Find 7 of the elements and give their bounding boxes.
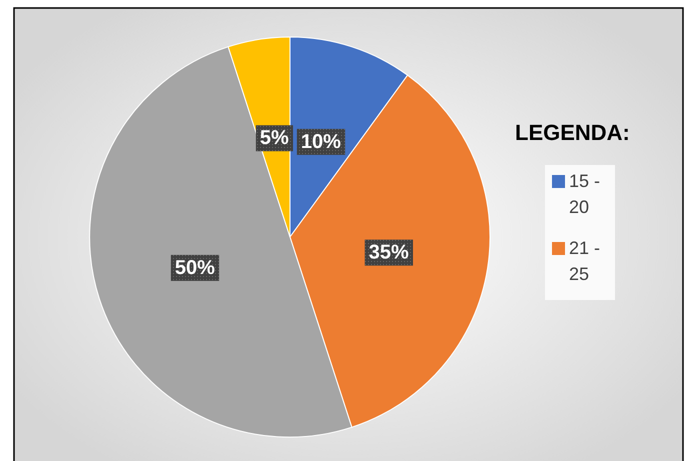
legend-label: 21 - 25 xyxy=(569,238,600,284)
data-label: 35% xyxy=(368,242,409,264)
legend-title: LEGENDA: xyxy=(515,120,630,145)
data-label: 5% xyxy=(260,127,290,150)
data-label: 50% xyxy=(174,256,216,279)
legend-label: 15 - 20 xyxy=(569,171,600,217)
data-label: 10% xyxy=(300,130,342,153)
